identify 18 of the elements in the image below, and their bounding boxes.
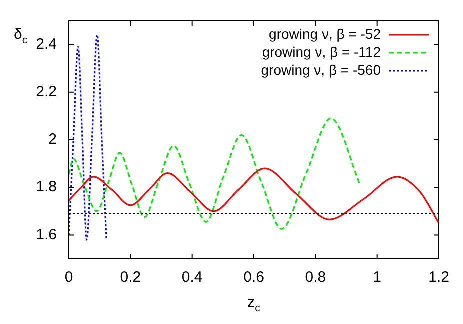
y-tick-label: 2.2 xyxy=(36,84,57,101)
line-series xyxy=(69,118,362,230)
y-tick-label: 2 xyxy=(48,131,57,148)
x-tick-label: 1 xyxy=(373,269,382,286)
x-tick-label: 0 xyxy=(64,269,74,286)
line-series xyxy=(69,34,108,241)
legend-label: growing ν, β = -560 xyxy=(261,62,382,78)
legend-label: growing ν, β = -52 xyxy=(269,26,382,42)
y-tick-label: 2.4 xyxy=(36,36,57,53)
y-tick-label: 1.6 xyxy=(36,226,57,244)
x-tick-label: 0.6 xyxy=(244,269,264,286)
legend-label: growing ν, β = -112 xyxy=(262,44,382,60)
x-tick-label: 0.8 xyxy=(305,269,326,286)
line-series xyxy=(69,168,439,224)
x-tick-label: 1.2 xyxy=(428,269,450,286)
x-tick-label: 0.4 xyxy=(182,269,203,286)
x-tick-label: 0.2 xyxy=(120,269,142,286)
y-tick-label: 1.8 xyxy=(36,178,57,196)
